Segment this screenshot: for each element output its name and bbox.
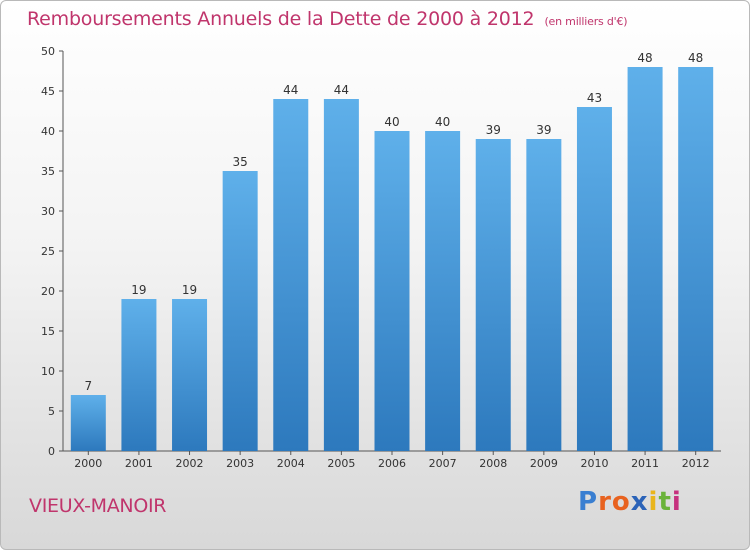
bar	[627, 67, 663, 451]
y-tick-label: 25	[41, 245, 55, 258]
bar	[172, 299, 208, 451]
bar	[576, 107, 612, 451]
data-label: 39	[536, 123, 551, 137]
y-tick-label: 20	[41, 285, 55, 298]
x-tick-label: 2012	[682, 457, 710, 470]
y-tick-label: 10	[41, 365, 55, 378]
data-label: 44	[334, 83, 349, 97]
data-label: 40	[435, 115, 450, 129]
logo-letter: t	[658, 487, 672, 517]
bar	[526, 139, 562, 451]
x-tick-label: 2002	[176, 457, 204, 470]
chart-subtitle: (en milliers d'€)	[544, 15, 628, 28]
x-tick-label: 2001	[125, 457, 153, 470]
x-tick-label: 2000	[74, 457, 102, 470]
logo-letter: i	[671, 487, 682, 517]
proxiti-logo: Proxiti	[578, 487, 682, 517]
bar	[374, 131, 410, 451]
chart-labels: 2000 7 2001 19 2002 19 2003 35 2004 44 2005 44 2006 4…	[74, 51, 709, 470]
x-tick-label: 2008	[479, 457, 507, 470]
chart-title: Remboursements Annuels de la Dette de 20…	[27, 8, 628, 30]
logo-letter: i	[648, 487, 659, 517]
data-label: 19	[131, 283, 146, 297]
bar	[475, 139, 511, 451]
chart-title-text: Remboursements Annuels de la Dette de 20…	[27, 8, 535, 30]
y-tick-label: 0	[48, 445, 55, 458]
y-tick-label: 45	[41, 85, 55, 98]
x-tick-label: 2006	[378, 457, 406, 470]
x-tick-label: 2007	[429, 457, 457, 470]
y-tick-label: 30	[41, 205, 55, 218]
data-label: 43	[587, 91, 602, 105]
logo-letter: o	[611, 487, 631, 517]
x-tick-label: 2003	[226, 457, 254, 470]
bar	[70, 395, 106, 451]
data-label: 39	[486, 123, 501, 137]
logo-letter: x	[630, 487, 649, 517]
bar	[323, 99, 359, 451]
y-tick-label: 15	[41, 325, 55, 338]
x-tick-label: 2004	[277, 457, 305, 470]
x-tick-label: 2010	[580, 457, 608, 470]
x-tick-label: 2009	[530, 457, 558, 470]
bar	[425, 131, 461, 451]
y-tick-label: 5	[48, 405, 55, 418]
y-tick-label: 50	[41, 45, 55, 58]
x-tick-label: 2005	[327, 457, 355, 470]
data-label: 19	[182, 283, 197, 297]
x-tick-label: 2011	[631, 457, 659, 470]
bar	[273, 99, 309, 451]
bar	[222, 171, 258, 451]
y-tick-label: 35	[41, 165, 55, 178]
place-name: VIEUX-MANOIR	[29, 495, 167, 517]
y-tick-label: 40	[41, 125, 55, 138]
data-label: 35	[233, 155, 248, 169]
logo-letter: r	[598, 487, 612, 517]
data-label: 40	[384, 115, 399, 129]
chart-bars	[70, 67, 714, 451]
data-label: 48	[637, 51, 652, 65]
logo-letter: P	[578, 487, 599, 517]
data-label: 44	[283, 83, 298, 97]
data-label: 7	[84, 379, 92, 393]
bar	[121, 299, 157, 451]
bar	[678, 67, 714, 451]
data-label: 48	[688, 51, 703, 65]
